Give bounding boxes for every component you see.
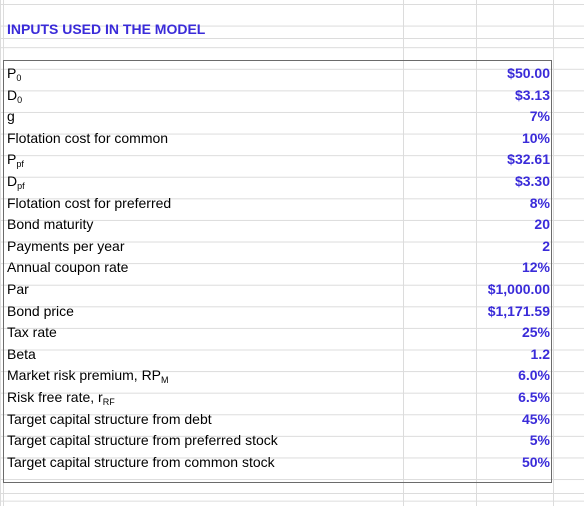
input-label[interactable]: Dpf xyxy=(7,171,25,193)
input-label[interactable]: Payments per year xyxy=(7,236,125,258)
input-value[interactable]: 12% xyxy=(521,259,550,276)
table-row[interactable]: D0 $3.13 xyxy=(0,85,584,107)
input-value[interactable]: $50.00 xyxy=(507,65,550,81)
gridline-horizontal xyxy=(0,4,584,5)
table-row[interactable]: Target capital structure from common sto… xyxy=(0,452,584,474)
table-row[interactable]: Dpf $3.30 xyxy=(0,171,584,193)
table-row[interactable]: Annual coupon rate 12% xyxy=(0,257,584,279)
input-label[interactable]: Annual coupon rate xyxy=(7,257,128,279)
table-row[interactable]: g 7% xyxy=(0,106,584,128)
input-label-text: D xyxy=(7,172,18,189)
input-value[interactable]: 1.2 xyxy=(530,345,550,362)
input-label-text: P xyxy=(7,151,17,168)
table-row[interactable]: Target capital structure from debt 45% xyxy=(0,409,584,431)
input-value[interactable]: 2 xyxy=(542,237,550,254)
input-label-text: Par xyxy=(7,280,29,297)
table-row[interactable]: Bond maturity 20 xyxy=(0,214,584,236)
table-row[interactable]: Flotation cost for preferred 8% xyxy=(0,193,584,215)
input-label[interactable]: Flotation cost for common xyxy=(7,128,168,150)
input-label-text: Risk free rate, r xyxy=(7,388,103,405)
input-label[interactable]: Target capital structure from debt xyxy=(7,409,212,431)
input-value[interactable]: $3.13 xyxy=(514,86,550,103)
input-label-text: Target capital structure from preferred … xyxy=(7,432,278,449)
input-label[interactable]: Target capital structure from common sto… xyxy=(7,452,275,474)
table-row[interactable]: Flotation cost for common 10% xyxy=(0,128,584,150)
input-label[interactable]: Bond price xyxy=(7,301,74,323)
input-label[interactable]: D0 xyxy=(7,85,22,107)
input-label[interactable]: Ppf xyxy=(7,149,24,171)
input-label-text: Target capital structure from common sto… xyxy=(7,453,275,470)
input-label-text: Flotation cost for common xyxy=(7,129,169,146)
sheet-title: INPUTS USED IN THE MODEL xyxy=(7,21,206,37)
input-label-subscript: pf xyxy=(17,180,25,191)
input-value[interactable]: 7% xyxy=(529,108,550,125)
input-label[interactable]: P0 xyxy=(7,63,21,85)
input-label-text: Market risk premium, RP xyxy=(7,367,162,384)
input-label[interactable]: Tax rate xyxy=(7,322,57,344)
table-row[interactable]: P0 $50.00 xyxy=(0,63,584,85)
input-value[interactable]: $32.61 xyxy=(507,151,550,168)
input-label-text: Payments per year xyxy=(7,237,125,254)
gridline-horizontal xyxy=(0,493,584,494)
input-value[interactable]: $3.30 xyxy=(514,172,550,189)
inputs-table-border xyxy=(3,60,552,483)
input-label-text: g xyxy=(7,108,15,125)
table-row[interactable]: Market risk premium, RPM 6.0% xyxy=(0,365,584,387)
input-label-text: Flotation cost for preferred xyxy=(7,194,172,211)
table-row[interactable]: Payments per year 2 xyxy=(0,236,584,258)
input-label-text: Annual coupon rate xyxy=(7,259,129,276)
input-label-text: D xyxy=(7,86,18,103)
input-value[interactable]: 25% xyxy=(521,324,550,341)
input-label[interactable]: Risk free rate, rRF xyxy=(7,387,115,409)
input-label[interactable]: Par xyxy=(7,279,29,301)
input-label-subscript: 0 xyxy=(17,94,23,105)
gridline-vertical xyxy=(553,0,554,506)
table-row[interactable]: Tax rate 25% xyxy=(0,322,584,344)
inputs-table: P0 $50.00 D0 $3.13 g 7% Flotation cost for com… xyxy=(0,63,584,473)
input-label-text: Beta xyxy=(7,345,36,362)
input-label[interactable]: g xyxy=(7,106,15,128)
input-label-subscript: pf xyxy=(16,159,24,170)
input-label[interactable]: Beta xyxy=(7,344,36,366)
input-label-subscript: 0 xyxy=(16,73,22,83)
input-value[interactable]: 10% xyxy=(521,129,550,146)
table-row[interactable]: Target capital structure from preferred … xyxy=(0,430,584,452)
gridline-horizontal xyxy=(0,38,584,39)
table-row[interactable]: Beta 1.2 xyxy=(0,344,584,366)
input-label[interactable]: Market risk premium, RPM xyxy=(7,365,169,387)
input-value[interactable]: $1,000.00 xyxy=(487,280,550,297)
input-value[interactable]: $1,171.59 xyxy=(487,302,550,319)
input-label-text: Bond maturity xyxy=(7,216,94,233)
input-value[interactable]: 6.0% xyxy=(518,367,550,384)
input-value[interactable]: 8% xyxy=(529,194,550,211)
input-label-text: Target capital structure from debt xyxy=(7,410,212,427)
input-value[interactable]: 5% xyxy=(529,432,550,449)
table-row[interactable]: Ppf $32.61 xyxy=(0,149,584,171)
table-row[interactable]: Bond price $1,171.59 xyxy=(0,301,584,323)
table-row[interactable]: Risk free rate, rRF 6.5% xyxy=(0,387,584,409)
input-value[interactable]: 50% xyxy=(521,453,550,470)
input-label-text: P xyxy=(7,65,17,81)
gridline-vertical xyxy=(476,0,477,506)
input-label[interactable]: Target capital structure from preferred … xyxy=(7,430,278,452)
input-value[interactable]: 6.5% xyxy=(518,388,550,405)
table-row[interactable]: Par $1,000.00 xyxy=(0,279,584,301)
input-label-subscript: M xyxy=(161,375,169,386)
input-label[interactable]: Bond maturity xyxy=(7,214,93,236)
input-label-text: Bond price xyxy=(7,302,74,319)
input-label[interactable]: Flotation cost for preferred xyxy=(7,193,171,215)
gridline-vertical xyxy=(403,0,404,506)
input-label-subscript: RF xyxy=(102,396,115,407)
input-value[interactable]: 45% xyxy=(521,410,550,427)
input-label-text: Tax rate xyxy=(7,324,57,341)
input-value[interactable]: 20 xyxy=(534,216,550,233)
